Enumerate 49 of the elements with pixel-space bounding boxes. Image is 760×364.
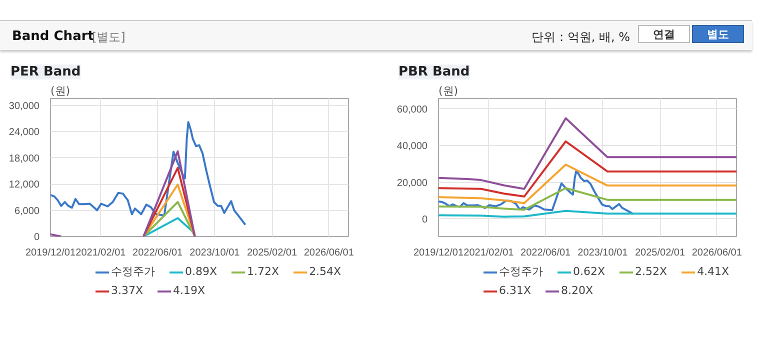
y-tick-label: 40,000 [396,141,428,152]
x-tick-label: 2026/06/01 [304,248,354,258]
x-tick-label: 2026/06/01 [692,248,742,258]
line-series [50,121,246,226]
line-series [438,117,736,190]
x-tick-label: 2019/12/01 [413,248,464,258]
x-tick-label: 2019/12/01 [25,248,76,258]
line-series [438,140,736,198]
legend-label: 4.41X [697,265,730,278]
text: 연결 [638,25,690,43]
x-tick-label: 2021/02/01 [76,248,126,258]
legend-label: 0.62X [573,265,606,278]
line-series [438,187,736,211]
y-tick-label: 18,000 [8,153,40,164]
y-axis-title: (원) [50,84,70,98]
y-tick-label: 6,000 [14,206,40,217]
x-tick-label: 2025/02/01 [247,248,298,258]
text: [별도] [92,29,126,46]
x-tick-label: 2021/02/01 [464,248,514,258]
legend-label: 1.72X [247,265,280,278]
y-tick-label: 24,000 [8,127,40,138]
line-series [438,164,736,204]
chart-title: PBR Band [398,64,470,80]
legend-label: 수정주가 [499,264,543,279]
x-tick-label: 2022/06/01 [520,248,572,258]
x-tick-label: 2023/10/01 [578,248,628,258]
y-tick-label: 30,000 [8,100,40,112]
x-tick-label: 2023/10/01 [190,248,240,258]
chart-title: PER Band [10,64,81,80]
y-tick-label: 0 [422,214,428,226]
legend-label: 6.31X [499,284,532,297]
legend-label: 3.37X [111,284,144,297]
legend-label: 2.52X [635,265,668,278]
y-tick-label: 0 [34,232,40,243]
legend-label: 8.20X [561,284,594,297]
y-tick-label: 20,000 [396,178,428,189]
line-series [438,170,634,215]
legend-label: 2.54X [309,265,342,278]
text: 단위 : 억원, 배, % [532,29,630,46]
x-tick-label: 2022/06/01 [132,248,184,258]
x-tick-label: 2025/02/01 [635,248,686,258]
text: 별도 [692,25,744,43]
legend-label: 4.19X [173,284,206,297]
y-tick-label: 12,000 [8,180,40,191]
text: Band Chart [12,28,94,46]
y-axis-title: (원) [438,84,458,98]
legend-label: 0.89X [185,265,218,278]
y-tick-label: 60,000 [396,104,428,116]
legend-label: 수정주가 [111,264,155,279]
